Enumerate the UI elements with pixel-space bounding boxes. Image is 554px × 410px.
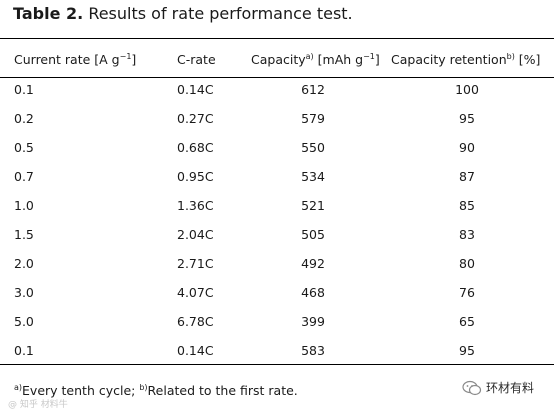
table-row: 2.0 2.71C 492 80 [0, 254, 554, 274]
cell-current-rate: 0.1 [14, 82, 34, 97]
cell-capacity: 534 [301, 169, 325, 184]
table-header-rule [0, 77, 554, 78]
cell-capacity-retention: 83 [459, 227, 475, 242]
table-row: 0.1 0.14C 612 100 [0, 80, 554, 100]
cell-current-rate: 5.0 [14, 314, 34, 329]
table-row: 1.0 1.36C 521 85 [0, 196, 554, 216]
cell-capacity: 468 [301, 285, 325, 300]
zhihu-watermark: @ 知乎 材料牛 [8, 400, 68, 410]
cell-capacity-retention: 95 [459, 111, 475, 126]
cell-c-rate: 0.68C [177, 140, 214, 155]
cell-capacity: 399 [301, 314, 325, 329]
cell-capacity: 612 [301, 82, 325, 97]
cell-capacity-retention: 90 [459, 140, 475, 155]
header-capacity: Capacitya) [mAh g−1] [251, 51, 380, 67]
cell-current-rate: 0.2 [14, 111, 34, 126]
table-caption-label: Table 2. [13, 4, 84, 23]
footnote-b-mark: b) [139, 382, 148, 392]
table-row: 0.7 0.95C 534 87 [0, 167, 554, 187]
cell-c-rate: 4.07C [177, 285, 214, 300]
cell-capacity: 550 [301, 140, 325, 155]
header-capacity-retention: Capacity retentionb) [%] [391, 51, 541, 67]
footnote-a-text: Every tenth cycle; [22, 383, 140, 398]
cell-capacity-retention: 100 [455, 82, 479, 97]
table-bottom-rule [0, 364, 554, 365]
table-row: 5.0 6.78C 399 65 [0, 312, 554, 332]
cell-capacity: 505 [301, 227, 325, 242]
footnote-a-mark: a) [14, 382, 23, 392]
header-current-rate: Current rate [A g−1] [14, 51, 137, 67]
cell-capacity: 583 [301, 343, 325, 358]
footnote-b-text: Related to the first rate. [147, 383, 298, 398]
table-top-rule [0, 38, 554, 39]
table-caption-text: Results of rate performance test. [88, 4, 353, 23]
table-row: 1.5 2.04C 505 83 [0, 225, 554, 245]
cell-current-rate: 0.7 [14, 169, 34, 184]
wechat-account-name: 环材有料 [486, 381, 535, 395]
table-row: 0.5 0.68C 550 90 [0, 138, 554, 158]
table-row: 3.0 4.07C 468 76 [0, 283, 554, 303]
wechat-icon [462, 380, 482, 395]
cell-capacity: 492 [301, 256, 325, 271]
table-footnote: a)Every tenth cycle; b)Related to the fi… [14, 383, 298, 399]
cell-current-rate: 1.0 [14, 198, 34, 213]
cell-capacity-retention: 76 [459, 285, 475, 300]
cell-current-rate: 0.1 [14, 343, 34, 358]
table-row: 0.2 0.27C 579 95 [0, 109, 554, 129]
wechat-watermark: 环材有料 [462, 379, 534, 396]
cell-capacity: 579 [301, 111, 325, 126]
cell-capacity-retention: 85 [459, 198, 475, 213]
cell-current-rate: 2.0 [14, 256, 34, 271]
cell-current-rate: 3.0 [14, 285, 34, 300]
table-caption: Table 2. Results of rate performance tes… [13, 4, 353, 24]
cell-capacity-retention: 80 [459, 256, 475, 271]
cell-c-rate: 2.71C [177, 256, 214, 271]
cell-c-rate: 0.27C [177, 111, 214, 126]
cell-c-rate: 1.36C [177, 198, 214, 213]
cell-c-rate: 0.95C [177, 169, 214, 184]
cell-capacity-retention: 95 [459, 343, 475, 358]
cell-c-rate: 6.78C [177, 314, 214, 329]
cell-current-rate: 0.5 [14, 140, 34, 155]
cell-capacity-retention: 65 [459, 314, 475, 329]
cell-c-rate: 2.04C [177, 227, 214, 242]
cell-c-rate: 0.14C [177, 343, 214, 358]
cell-c-rate: 0.14C [177, 82, 214, 97]
cell-capacity: 521 [301, 198, 325, 213]
cell-capacity-retention: 87 [459, 169, 475, 184]
header-c-rate: C-rate [177, 52, 216, 67]
table-header-row: Current rate [A g−1] C-rate Capacitya) [… [0, 50, 554, 70]
table-row: 0.1 0.14C 583 95 [0, 341, 554, 361]
cell-current-rate: 1.5 [14, 227, 34, 242]
